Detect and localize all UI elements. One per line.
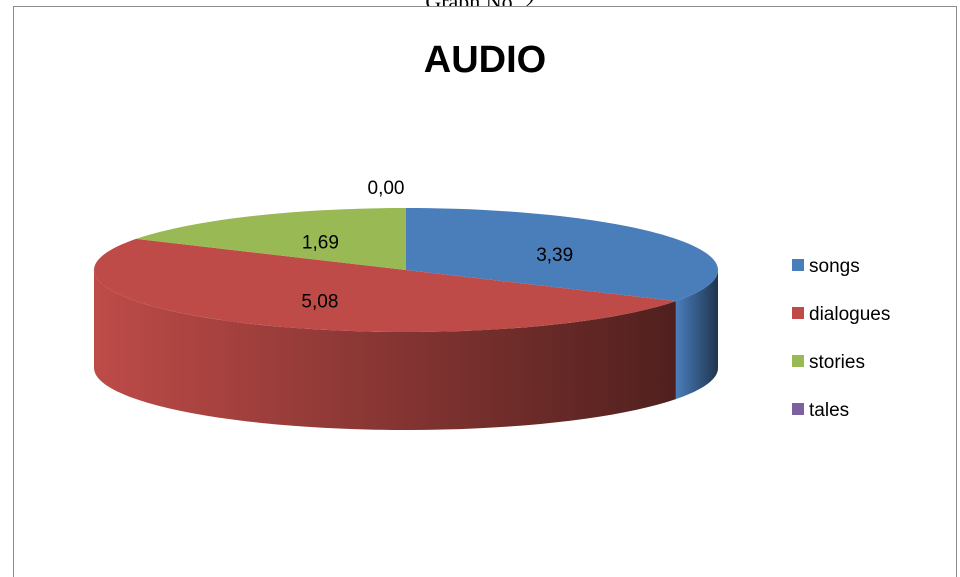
- pie-side-songs: [675, 270, 718, 400]
- pie-slice-stories: [136, 208, 406, 270]
- pie-slice-songs: [406, 208, 718, 302]
- legend-label-dialogues: dialogues: [809, 304, 890, 325]
- legend-swatch-songs: [792, 259, 804, 271]
- legend-label-songs: songs: [809, 256, 860, 277]
- data-label-dialogues: 5,08: [301, 292, 338, 313]
- chart-title: AUDIO: [424, 39, 546, 81]
- pie-side-dialogues: [94, 270, 676, 430]
- pie-sides: [94, 270, 718, 430]
- legend: songs dialogues stories tales: [792, 256, 890, 421]
- legend-swatch-stories: [792, 355, 804, 367]
- legend-swatch-tales: [792, 403, 804, 415]
- pie-slice-dialogues: [94, 238, 676, 332]
- legend-label-stories: stories: [809, 352, 865, 373]
- data-label-stories: 1,69: [302, 233, 339, 254]
- data-label-songs: 3,39: [536, 245, 573, 266]
- pie-slices: [94, 208, 718, 332]
- data-labels: 3,39 5,08 1,69 0,00: [301, 178, 573, 313]
- data-label-tales: 0,00: [368, 178, 405, 199]
- legend-label-tales: tales: [809, 400, 849, 421]
- legend-swatch-dialogues: [792, 307, 804, 319]
